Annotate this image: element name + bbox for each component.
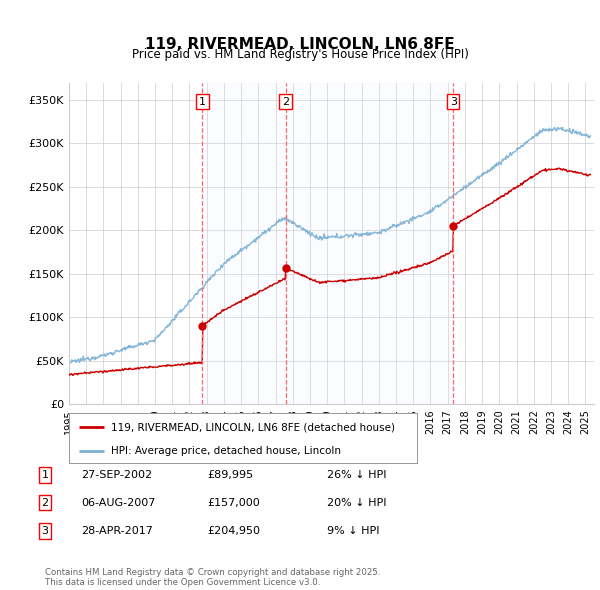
Text: 3: 3 xyxy=(41,526,49,536)
Text: 1: 1 xyxy=(41,470,49,480)
Text: Price paid vs. HM Land Registry's House Price Index (HPI): Price paid vs. HM Land Registry's House … xyxy=(131,48,469,61)
Text: 2: 2 xyxy=(41,498,49,507)
Text: 119, RIVERMEAD, LINCOLN, LN6 8FE: 119, RIVERMEAD, LINCOLN, LN6 8FE xyxy=(145,37,455,51)
Text: 26% ↓ HPI: 26% ↓ HPI xyxy=(327,470,386,480)
Text: 06-AUG-2007: 06-AUG-2007 xyxy=(81,498,155,507)
Text: 9% ↓ HPI: 9% ↓ HPI xyxy=(327,526,380,536)
Text: HPI: Average price, detached house, Lincoln: HPI: Average price, detached house, Linc… xyxy=(111,445,341,455)
Text: 3: 3 xyxy=(449,97,457,107)
Bar xyxy=(202,83,286,404)
Text: 20% ↓ HPI: 20% ↓ HPI xyxy=(327,498,386,507)
Text: Contains HM Land Registry data © Crown copyright and database right 2025.
This d: Contains HM Land Registry data © Crown c… xyxy=(45,568,380,587)
Text: 2: 2 xyxy=(282,97,289,107)
Text: 119, RIVERMEAD, LINCOLN, LN6 8FE (detached house): 119, RIVERMEAD, LINCOLN, LN6 8FE (detach… xyxy=(111,422,395,432)
Text: £157,000: £157,000 xyxy=(207,498,260,507)
Text: £204,950: £204,950 xyxy=(207,526,260,536)
Text: 28-APR-2017: 28-APR-2017 xyxy=(81,526,153,536)
Text: £89,995: £89,995 xyxy=(207,470,253,480)
Text: 1: 1 xyxy=(199,97,206,107)
Text: 27-SEP-2002: 27-SEP-2002 xyxy=(81,470,152,480)
Bar xyxy=(286,83,453,404)
